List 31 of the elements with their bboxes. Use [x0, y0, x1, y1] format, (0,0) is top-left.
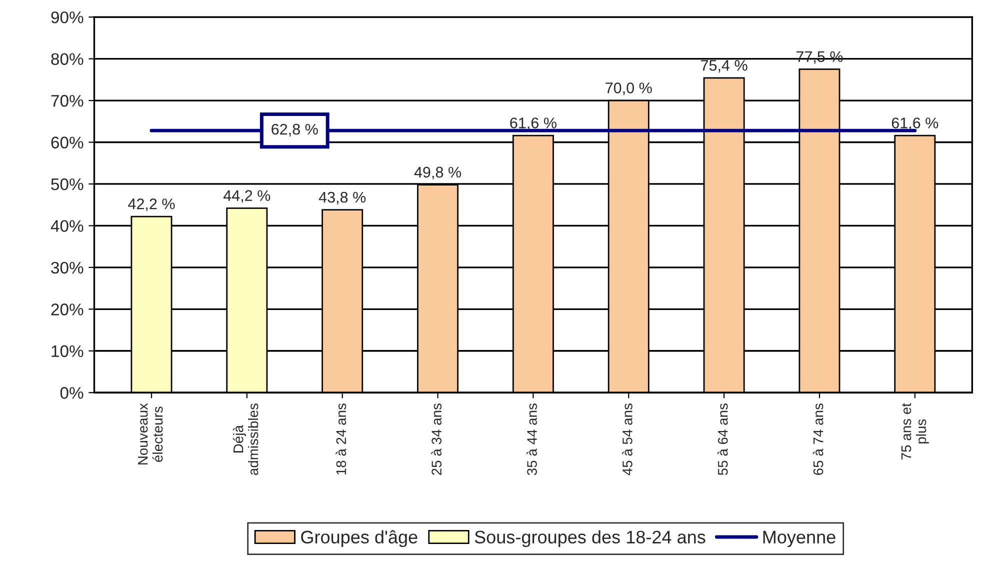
data-label: 44,2 % [223, 190, 270, 203]
y-tick-label: 50% [51, 178, 84, 190]
data-label: 75,4 % [701, 60, 748, 73]
y-tick-label: 80% [51, 53, 84, 65]
legend-label: Sous-groupes des 18-24 ans [474, 530, 706, 548]
x-tick-label: 18 à 24 ans [336, 404, 346, 475]
y-tick-label: 70% [51, 94, 84, 107]
data-label: 42,2 % [128, 198, 175, 212]
x-tick-label: 35 à 44 ans [526, 404, 537, 476]
x-tick-label: 65 à 74 ans [812, 404, 824, 475]
data-label: 62,8 % [272, 124, 318, 136]
y-tick-label: 20% [51, 304, 84, 316]
x-tick-label: 45 à 54 ans [622, 404, 632, 476]
y-tick-label: 0% [60, 387, 84, 399]
y-tick-label: 30% [51, 262, 84, 274]
x-tick-label: 75 ans et plus [901, 403, 929, 460]
data-label: 61,6 % [892, 118, 938, 130]
data-label: 61,6 % [510, 118, 556, 130]
x-tick-label: Déjà admissibles [232, 404, 258, 475]
x-tick-label: 55 à 64 ans [717, 404, 728, 476]
x-tick-label: Nouveaux électeurs [138, 403, 163, 464]
y-tick-label: 90% [51, 11, 84, 24]
data-label: 49,8 % [414, 166, 462, 180]
x-tick-label: 25 à 34 ans [431, 404, 442, 475]
y-tick-label: 40% [50, 220, 84, 232]
data-label: 70,0 % [606, 82, 652, 96]
y-tick-label: 60% [51, 136, 84, 148]
legend-label: Groupes d'âge [301, 530, 418, 548]
data-label: 43,8 % [318, 192, 366, 204]
legend-label: Moyenne [763, 530, 836, 548]
y-tick-label: 10% [52, 345, 84, 358]
